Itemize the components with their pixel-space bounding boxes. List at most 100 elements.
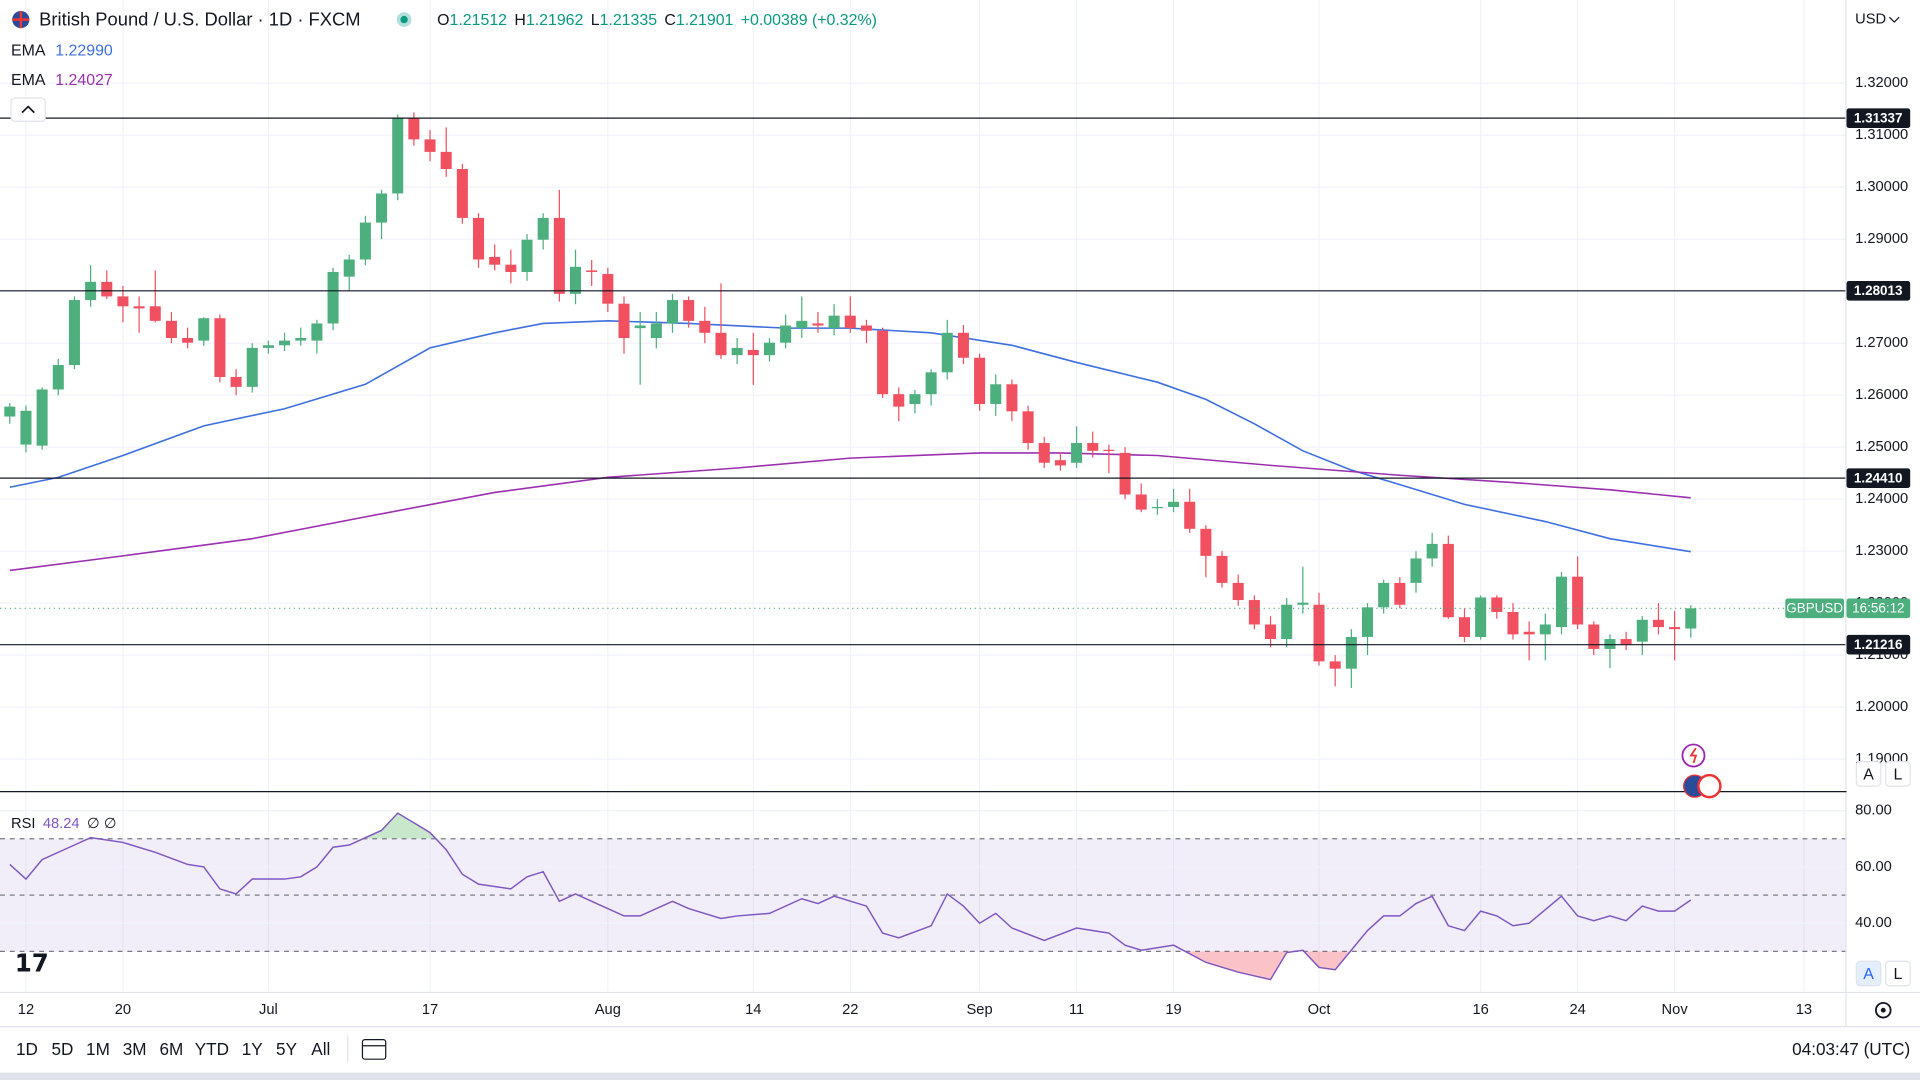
level-tag [1846,468,1911,488]
candle-body [1378,582,1390,608]
ema-name: EMA [11,72,46,89]
x-tick-label: Jul [259,1002,278,1018]
candle-body [117,296,129,307]
range-button[interactable]: 1Y [242,1039,264,1059]
ohlc-value: 1.21901 [676,12,734,29]
candle-body [262,345,274,348]
range-button[interactable]: 5Y [276,1039,298,1059]
candle-body [1054,460,1066,466]
tv-logo: 𝟭𝟳 [15,950,49,977]
x-tick-label: 20 [115,1002,131,1018]
ohlc-header: O1.21512 H1.21962 L1.21335 C1.21901 +0.00389… [437,12,877,29]
candle-body [376,193,388,223]
x-tick-label: 17 [422,1002,438,1018]
rsi-legend: RSI 48.24 ∅ ∅ [11,816,117,832]
candle-body [246,347,258,387]
candle-body [1426,543,1438,559]
candle-body [1410,558,1422,583]
x-tick-label: Aug [595,1002,621,1018]
x-tick-label: 12 [18,1002,34,1018]
candle-body [408,117,420,140]
candle-body [505,264,517,272]
candle-body [586,270,598,272]
level-label: 1.21216 [1854,637,1903,652]
candle-body [424,139,436,152]
candle-body [1458,617,1470,637]
candle-body [1475,597,1487,637]
level-tag [1846,108,1911,128]
countdown-tag [1846,598,1911,619]
candle-body [812,323,824,326]
x-tick-label: 13 [1796,1002,1812,1018]
settings-icon[interactable] [1875,1001,1892,1019]
news-icon[interactable] [1697,773,1722,799]
rsi-tick-label: 60.00 [1855,859,1892,875]
x-tick-label: Sep [967,1002,993,1018]
x-tick-label: 22 [842,1002,858,1018]
candle-body [699,320,711,333]
ema-line [9,452,1691,572]
candle-body [1491,597,1503,613]
ema-value: 1.22990 [55,43,113,60]
candle-body [1248,600,1260,625]
x-tick-label: 16 [1472,1002,1488,1018]
event-icon [1689,747,1698,764]
candle-body [327,271,339,324]
candle-body [763,342,775,356]
scale-button[interactable] [1855,761,1882,787]
candle-body [666,300,678,324]
scale-button-label[interactable]: L [1894,966,1903,983]
x-tick-label: 24 [1569,1002,1585,1018]
candle-body [343,259,355,277]
range-button[interactable]: 5D [51,1039,73,1059]
candle-body [860,325,872,331]
range-button[interactable]: 6M [160,1039,184,1059]
candle-body [182,338,194,343]
candle-body [1135,494,1147,510]
range-button[interactable]: All [311,1039,330,1059]
clock: 04:03:47 (UTC) [1792,1039,1910,1059]
symbol-tag [1785,598,1845,619]
candle-body [1151,506,1163,509]
collapse-button[interactable] [10,97,46,122]
candle-body [1507,612,1519,635]
symbol-tag-label: GBPUSD [1786,600,1843,615]
candle-body [537,217,549,240]
scale-button[interactable] [1885,761,1911,787]
candle-body [1297,602,1309,605]
candle-body [295,338,307,341]
y-tick-label: 1.23000 [1855,543,1908,559]
level-label: 1.24410 [1854,470,1903,485]
range-button[interactable]: 3M [123,1039,147,1059]
range-button[interactable]: 1M [86,1039,110,1059]
candle-body [1232,582,1244,601]
rsi-tick-label: 80.00 [1855,803,1892,819]
candle-body [392,117,404,194]
range-button[interactable]: YTD [195,1039,229,1059]
scale-button[interactable] [1885,960,1911,987]
level-label: 1.31337 [1854,110,1903,125]
currency-dropdown[interactable] [1888,16,1900,23]
range-button[interactable]: 1D [16,1039,38,1059]
symbol-title: British Pound / U.S. Dollar · 1D · FXCM [39,9,360,30]
ohlc-value: 1.21335 [600,12,658,29]
candle-body [1200,528,1212,556]
candle-body [1362,607,1374,637]
y-tick-label: 1.24000 [1855,491,1908,507]
candle-body [1103,449,1115,452]
ema-value: 1.24027 [55,72,113,89]
scale-button-label[interactable]: A [1863,766,1874,783]
ohlc-label: L [591,12,600,29]
candle-body [844,315,856,329]
scale-button-label[interactable]: L [1894,766,1903,783]
x-tick-label: 11 [1069,1002,1084,1018]
calendar-icon[interactable] [361,1038,387,1060]
y-tick-label: 1.29000 [1855,231,1908,247]
x-tick-label: 19 [1165,1002,1181,1018]
scale-button-label[interactable]: A [1863,966,1874,983]
scale-button[interactable] [1855,960,1882,987]
candle-body [149,306,161,321]
candle-body [1168,501,1180,507]
candle-body [570,266,582,294]
